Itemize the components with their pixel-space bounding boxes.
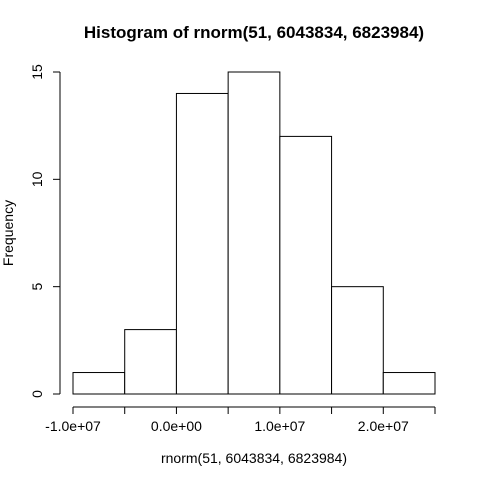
x-tick-label-2: 1.0e+07: [254, 418, 305, 434]
bars-group: [72, 71, 436, 395]
x-tick-label-1: 0.0e+00: [151, 418, 202, 434]
y-axis: 0 5 10 15: [29, 64, 61, 398]
y-tick-label-0: 0: [29, 390, 45, 398]
histogram-bar-2: [124, 329, 177, 395]
histogram-bar-6: [331, 286, 384, 395]
x-axis: -1.0e+07 0.0e+00 1.0e+07 2.0e+07: [45, 406, 436, 434]
y-tick-label-3: 15: [29, 64, 45, 80]
histogram-bar-1: [72, 372, 126, 395]
histogram-bar-5: [279, 135, 333, 395]
y-tick-label-2: 10: [29, 171, 45, 187]
histogram-bar-4: [227, 71, 281, 395]
histogram-bar-3: [175, 92, 229, 395]
x-tick-label-3: 2.0e+07: [358, 418, 409, 434]
chart-title: Histogram of rnorm(51, 6043834, 6823984): [84, 23, 424, 42]
x-tick-label-0: -1.0e+07: [45, 418, 101, 434]
histogram-bar-7: [382, 372, 436, 395]
y-axis-label: Frequency: [0, 200, 16, 266]
x-axis-label: rnorm(51, 6043834, 6823984): [161, 450, 347, 466]
y-tick-label-1: 5: [29, 283, 45, 291]
